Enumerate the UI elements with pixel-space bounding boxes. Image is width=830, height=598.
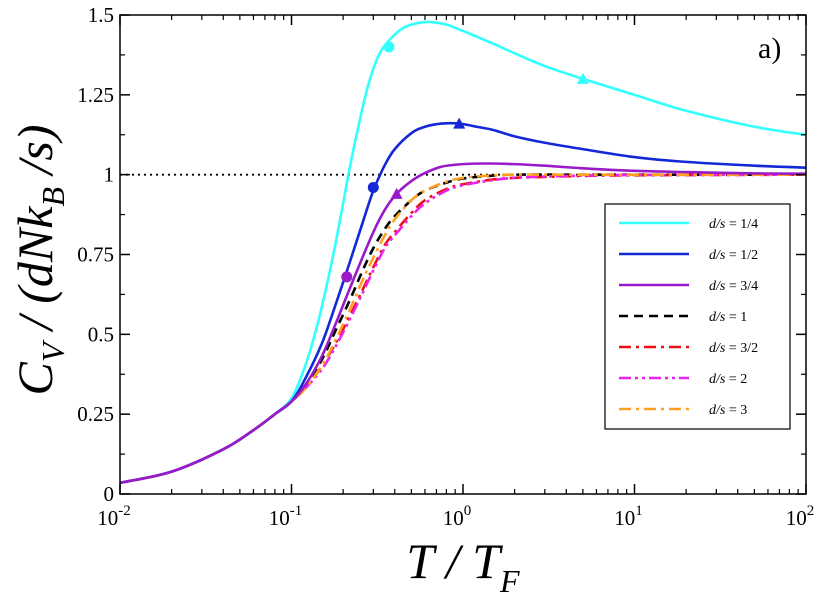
series-2-marker-triangle [453, 117, 466, 129]
panel-label: a) [758, 32, 781, 65]
legend-entry-7: d/s = 3 [709, 403, 747, 418]
y-tick-label: 0.5 [88, 322, 114, 346]
x-tick-label: 102 [786, 503, 815, 530]
x-tick-label: 101 [614, 503, 643, 530]
plot-area [119, 20, 807, 485]
legend-entry-6: d/s = 2 [709, 372, 747, 387]
series-3-marker-triangle [390, 187, 403, 199]
axes: 10-2 10-1 100 101 102 0 0.25 0.5 0.75 1 1.25 1.5 [77, 3, 814, 530]
x-tick-label: 100 [443, 503, 472, 530]
y-tick-label: 1.5 [88, 3, 114, 27]
x-tick-label: 10-1 [269, 503, 303, 530]
y-tick-label: 1.25 [77, 83, 114, 107]
series-1-marker-triangle [576, 72, 589, 84]
series-line-3 [119, 162, 807, 485]
x-tick-label: 10-2 [97, 503, 131, 530]
series-line-6 [119, 173, 807, 485]
legend-entry-5: d/s = 3/2 [709, 341, 758, 356]
legend-entry-4: d/s = 1 [709, 310, 747, 325]
series-3-marker-circle [341, 271, 353, 283]
series-1-marker-circle [383, 41, 395, 53]
y-tick-label: 0.75 [77, 243, 114, 267]
x-axis-label: T / TF [406, 533, 520, 598]
legend-entry-1: d/s = 1/4 [709, 217, 758, 232]
y-tick-label: 1 [104, 163, 115, 187]
legend-box [604, 203, 791, 430]
y-tick-label: 0 [104, 482, 115, 506]
y-tick-label: 0.25 [77, 402, 114, 426]
y-axis-label: CV / (dNkB /s) [7, 124, 71, 395]
legend-entry-3: d/s = 3/4 [709, 279, 758, 294]
legend: d/s = 1/4 d/s = 1/2 d/s = 3/4 d/s = 1 d/s = … [604, 203, 791, 430]
series-2-marker-circle [367, 181, 379, 193]
legend-entry-2: d/s = 1/2 [709, 248, 758, 263]
